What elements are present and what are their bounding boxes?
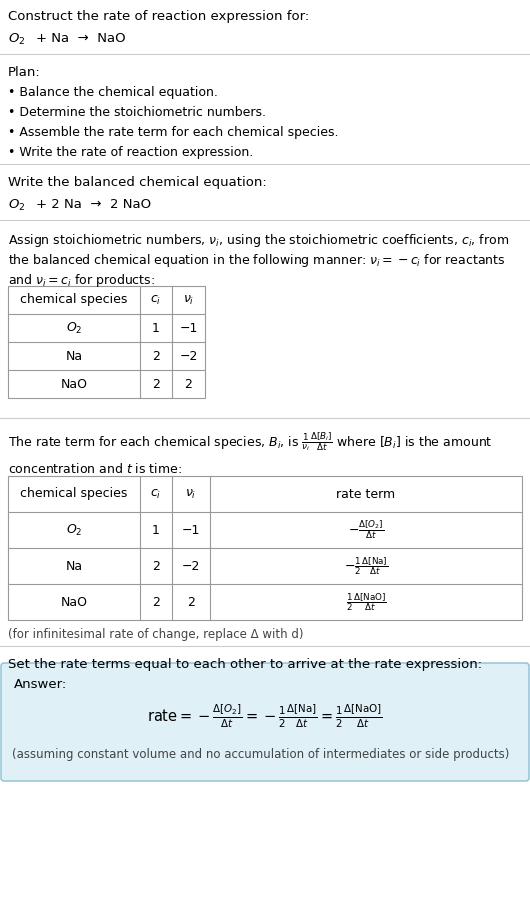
Text: • Balance the chemical equation.: • Balance the chemical equation. xyxy=(8,86,218,99)
Text: −1: −1 xyxy=(179,322,198,334)
FancyBboxPatch shape xyxy=(1,663,529,781)
Text: NaO: NaO xyxy=(60,595,87,609)
Bar xyxy=(8,286,205,398)
Text: 2: 2 xyxy=(184,378,192,390)
Text: and $\nu_i = c_i$ for products:: and $\nu_i = c_i$ for products: xyxy=(8,272,155,289)
Text: $\mathrm{rate} = -\frac{\Delta[O_2]}{\Delta t} = -\frac{1}{2}\frac{\Delta[\mathr: $\mathrm{rate} = -\frac{\Delta[O_2]}{\De… xyxy=(147,702,383,729)
Text: 2: 2 xyxy=(187,595,195,609)
Text: 1: 1 xyxy=(152,322,160,334)
Text: $c_i$: $c_i$ xyxy=(151,294,162,306)
Text: $\nu_i$: $\nu_i$ xyxy=(186,487,197,500)
Text: $c_i$: $c_i$ xyxy=(151,487,162,500)
Text: NaO: NaO xyxy=(60,378,87,390)
Text: −2: −2 xyxy=(179,350,198,362)
Text: 2: 2 xyxy=(152,595,160,609)
Text: The rate term for each chemical species, $B_i$, is $\frac{1}{\nu_i}\frac{\Delta[: The rate term for each chemical species,… xyxy=(8,430,492,453)
Text: (assuming constant volume and no accumulation of intermediates or side products): (assuming constant volume and no accumul… xyxy=(12,748,509,761)
Text: • Determine the stoichiometric numbers.: • Determine the stoichiometric numbers. xyxy=(8,106,266,119)
Text: • Assemble the rate term for each chemical species.: • Assemble the rate term for each chemic… xyxy=(8,126,339,139)
Text: Plan:: Plan: xyxy=(8,66,41,79)
Text: $O_2$: $O_2$ xyxy=(66,523,82,537)
Text: 2: 2 xyxy=(152,378,160,390)
Text: + 2 Na  →  2 NaO: + 2 Na → 2 NaO xyxy=(36,198,151,211)
Text: (for infinitesimal rate of change, replace Δ with d): (for infinitesimal rate of change, repla… xyxy=(8,628,304,641)
Text: Na: Na xyxy=(65,350,83,362)
Bar xyxy=(8,476,522,620)
Text: • Write the rate of reaction expression.: • Write the rate of reaction expression. xyxy=(8,146,253,159)
Text: the balanced chemical equation in the following manner: $\nu_i = -c_i$ for react: the balanced chemical equation in the fo… xyxy=(8,252,506,269)
Text: Na: Na xyxy=(65,560,83,573)
Text: chemical species: chemical species xyxy=(20,294,128,306)
Text: −2: −2 xyxy=(182,560,200,573)
Text: 2: 2 xyxy=(152,350,160,362)
Text: −1: −1 xyxy=(182,524,200,536)
Text: Construct the rate of reaction expression for:: Construct the rate of reaction expressio… xyxy=(8,10,309,23)
Text: Write the balanced chemical equation:: Write the balanced chemical equation: xyxy=(8,176,267,189)
Text: Set the rate terms equal to each other to arrive at the rate expression:: Set the rate terms equal to each other t… xyxy=(8,658,482,671)
Text: Assign stoichiometric numbers, $\nu_i$, using the stoichiometric coefficients, $: Assign stoichiometric numbers, $\nu_i$, … xyxy=(8,232,509,249)
Text: $-\frac{\Delta[O_2]}{\Delta t}$: $-\frac{\Delta[O_2]}{\Delta t}$ xyxy=(348,518,384,542)
Text: $\nu_i$: $\nu_i$ xyxy=(183,294,194,306)
Text: Answer:: Answer: xyxy=(14,678,67,691)
Text: 1: 1 xyxy=(152,524,160,536)
Text: $\frac{1}{2}\frac{\Delta[\mathrm{NaO}]}{\Delta t}$: $\frac{1}{2}\frac{\Delta[\mathrm{NaO}]}{… xyxy=(346,591,386,613)
Text: chemical species: chemical species xyxy=(20,487,128,500)
Text: $O_2$: $O_2$ xyxy=(8,198,25,213)
Text: concentration and $t$ is time:: concentration and $t$ is time: xyxy=(8,462,182,476)
Text: $O_2$: $O_2$ xyxy=(66,321,82,335)
Text: $-\frac{1}{2}\frac{\Delta[\mathrm{Na}]}{\Delta t}$: $-\frac{1}{2}\frac{\Delta[\mathrm{Na}]}{… xyxy=(344,555,388,577)
Text: + Na  →  NaO: + Na → NaO xyxy=(36,32,126,45)
Text: 2: 2 xyxy=(152,560,160,573)
Text: rate term: rate term xyxy=(337,487,395,500)
Text: $O_2$: $O_2$ xyxy=(8,32,25,47)
